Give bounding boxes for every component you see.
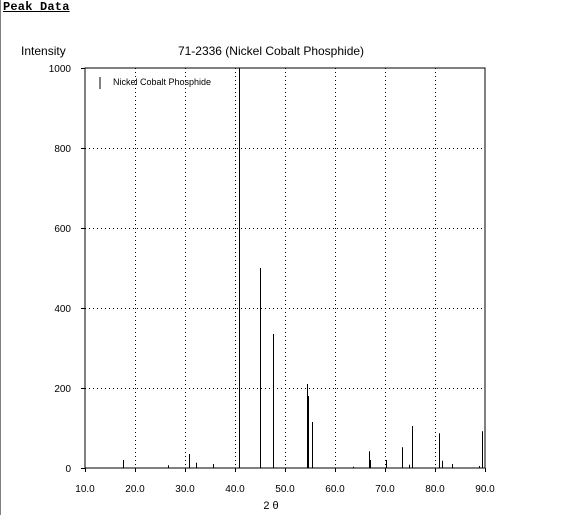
chart-title: 71-2336 (Nickel Cobalt Phosphide) [178,44,364,58]
y-tick-label: 1000 [49,64,72,75]
y-tick-label: 400 [54,304,71,315]
y-tick-label: 600 [54,224,71,235]
x-tick-label: 40.0 [225,484,245,495]
window-left-edge [0,0,1,515]
x-tick-label: 50.0 [275,484,295,495]
y-axis-label: Intensity [21,44,66,58]
grid-lines [85,68,485,468]
x-tick-label: 60.0 [325,484,345,495]
x-tick-label: 20.0 [125,484,145,495]
page-heading: Peak Data [3,0,70,14]
legend-label: Nickel Cobalt Phosphide [113,77,211,87]
x-axis-label: 2 θ [263,500,278,512]
y-tick-label: 0 [65,464,71,475]
x-tick-label: 10.0 [75,484,95,495]
y-axis-ticks: 0 200 400 600 800 1000 [49,64,85,475]
x-tick-label: 80.0 [425,484,445,495]
x-tick-label: 90.0 [475,484,495,495]
legend: Nickel Cobalt Phosphide [99,77,211,89]
x-tick-label: 70.0 [375,484,395,495]
x-tick-label: 30.0 [175,484,195,495]
y-tick-label: 200 [54,384,71,395]
x-axis-ticks: 10.0 20.0 30.0 40.0 50.0 60.0 70.0 80.0 90.0 [75,468,495,495]
peak-series [123,68,483,468]
y-tick-label: 800 [54,144,71,155]
